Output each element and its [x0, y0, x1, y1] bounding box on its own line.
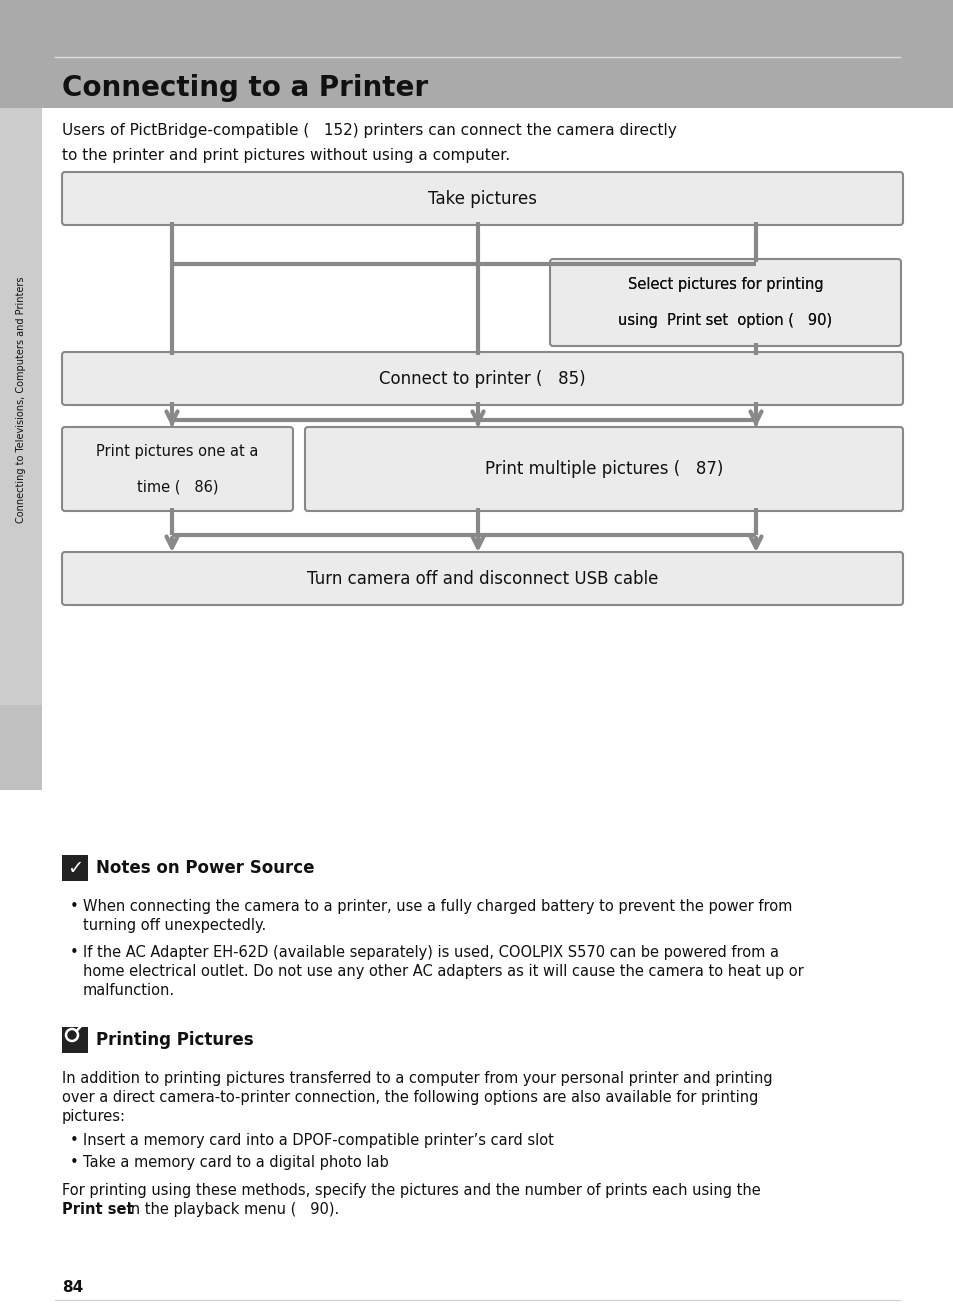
FancyBboxPatch shape	[305, 427, 902, 511]
FancyBboxPatch shape	[550, 259, 900, 346]
Text: turning off unexpectedly.: turning off unexpectedly.	[83, 918, 266, 933]
Text: to the printer and print pictures without using a computer.: to the printer and print pictures withou…	[62, 148, 510, 163]
Text: Select pictures for printing: Select pictures for printing	[627, 277, 822, 293]
Text: Select pictures for printing: Select pictures for printing	[627, 277, 822, 293]
Text: Print pictures one at a: Print pictures one at a	[96, 444, 258, 459]
Text: home electrical outlet. Do not use any other AC adapters as it will cause the ca: home electrical outlet. Do not use any o…	[83, 964, 803, 979]
Text: Connect to printer (   85): Connect to printer ( 85)	[378, 369, 585, 388]
Bar	[0, 108, 42, 706]
Bar	[62, 1028, 88, 1053]
Text: •: •	[70, 1133, 79, 1148]
Text: Connecting to a Printer: Connecting to a Printer	[62, 74, 428, 102]
FancyBboxPatch shape	[62, 352, 902, 405]
FancyBboxPatch shape	[62, 552, 902, 604]
Text: over a direct camera-to-printer connection, the following options are also avail: over a direct camera-to-printer connecti…	[62, 1091, 758, 1105]
Text: Print multiple pictures (   87): Print multiple pictures ( 87)	[484, 460, 722, 478]
Text: •: •	[70, 1155, 79, 1169]
FancyBboxPatch shape	[62, 427, 293, 511]
Text: in the playback menu (   90).: in the playback menu ( 90).	[122, 1202, 339, 1217]
Text: Users of PictBridge-compatible (   152) printers can connect the camera directly: Users of PictBridge-compatible ( 152) pr…	[62, 124, 676, 138]
Text: Print set: Print set	[62, 1202, 133, 1217]
Bar	[0, 706, 42, 790]
Text: pictures:: pictures:	[62, 1109, 126, 1123]
Text: time (   86): time ( 86)	[136, 480, 218, 494]
Text: using  Print set  option (   90): using Print set option ( 90)	[618, 313, 832, 327]
Text: 84: 84	[62, 1280, 83, 1296]
Text: ✓: ✓	[67, 858, 83, 878]
Text: Take pictures: Take pictures	[428, 189, 537, 208]
Text: •: •	[70, 899, 79, 915]
Text: using  Print set  option (   90): using Print set option ( 90)	[618, 313, 832, 327]
Text: In addition to printing pictures transferred to a computer from your personal pr: In addition to printing pictures transfe…	[62, 1071, 772, 1085]
Text: Turn camera off and disconnect USB cable: Turn camera off and disconnect USB cable	[307, 569, 658, 587]
Text: Notes on Power Source: Notes on Power Source	[96, 859, 314, 876]
Text: When connecting the camera to a printer, use a fully charged battery to prevent : When connecting the camera to a printer,…	[83, 899, 792, 915]
Text: Take a memory card to a digital photo lab: Take a memory card to a digital photo la…	[83, 1155, 388, 1169]
Text: Connecting to Televisions, Computers and Printers: Connecting to Televisions, Computers and…	[16, 277, 26, 523]
FancyBboxPatch shape	[62, 172, 902, 225]
Text: For printing using these methods, specify the pictures and the number of prints : For printing using these methods, specif…	[62, 1183, 760, 1198]
Text: If the AC Adapter EH-62D (available separately) is used, COOLPIX S570 can be pow: If the AC Adapter EH-62D (available sepa…	[83, 945, 779, 961]
Bar	[0, 0, 953, 108]
Text: Insert a memory card into a DPOF-compatible printer’s card slot: Insert a memory card into a DPOF-compati…	[83, 1133, 554, 1148]
Text: •: •	[70, 945, 79, 961]
Bar	[62, 855, 88, 880]
Text: Printing Pictures: Printing Pictures	[96, 1031, 253, 1049]
Text: malfunction.: malfunction.	[83, 983, 175, 999]
